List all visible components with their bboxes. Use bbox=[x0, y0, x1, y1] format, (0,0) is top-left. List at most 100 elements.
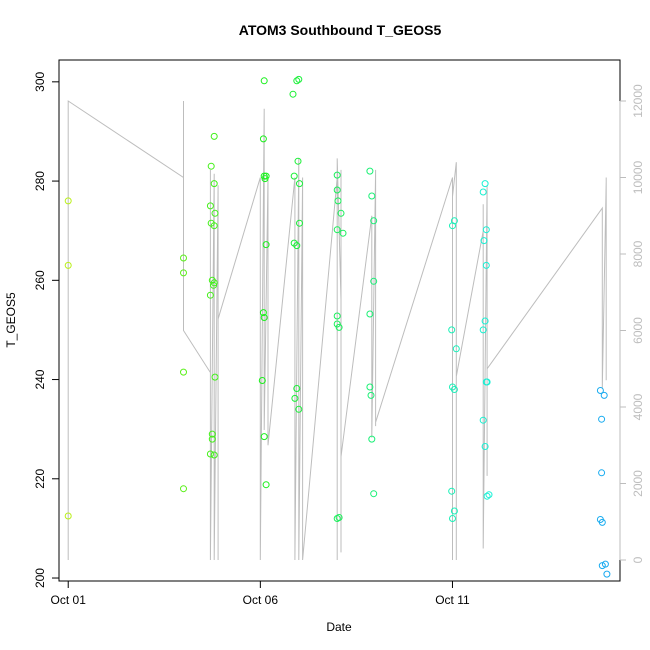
data-point bbox=[64, 512, 72, 520]
x-tick-label: Oct 06 bbox=[243, 593, 279, 607]
data-point bbox=[370, 217, 378, 225]
data-point bbox=[262, 481, 270, 489]
data-point bbox=[211, 373, 219, 381]
data-point bbox=[210, 279, 218, 287]
data-point bbox=[339, 229, 347, 237]
y-axis: 200 220 240 260 280 300 bbox=[33, 72, 60, 588]
chart-title: ATOM3 Southbound T_GEOS5 bbox=[239, 22, 442, 38]
data-point bbox=[333, 226, 341, 234]
data-point bbox=[290, 172, 298, 180]
data-point bbox=[293, 242, 301, 250]
data-point bbox=[450, 507, 458, 515]
data-point bbox=[335, 323, 343, 331]
data-point bbox=[295, 75, 303, 83]
data-point bbox=[333, 171, 341, 179]
data-point bbox=[293, 77, 301, 85]
data-point bbox=[485, 491, 493, 499]
data-points-layer bbox=[64, 75, 611, 578]
data-point bbox=[481, 317, 489, 325]
data-point bbox=[598, 415, 606, 423]
x-tick-label: Oct 11 bbox=[435, 593, 470, 607]
data-point bbox=[448, 326, 456, 334]
data-point bbox=[483, 492, 491, 500]
data-point bbox=[368, 192, 376, 200]
data-point bbox=[64, 261, 72, 269]
data-point bbox=[482, 261, 490, 269]
data-point bbox=[260, 433, 268, 441]
altitude-trace-line bbox=[67, 100, 607, 561]
data-point bbox=[333, 312, 341, 320]
data-point bbox=[210, 132, 218, 140]
data-point bbox=[260, 77, 268, 85]
y2-tick-label: 10000 bbox=[631, 160, 645, 194]
data-point bbox=[366, 167, 374, 175]
y2-tick-label: 12000 bbox=[631, 84, 645, 118]
data-point bbox=[206, 450, 214, 458]
data-point bbox=[296, 219, 303, 227]
data-point bbox=[333, 186, 341, 194]
y-tick-label: 300 bbox=[33, 72, 47, 92]
data-point bbox=[483, 378, 491, 386]
data-point bbox=[449, 515, 456, 522]
y2-tick-label: 6000 bbox=[631, 317, 645, 344]
data-point bbox=[452, 345, 460, 353]
data-point bbox=[481, 443, 489, 450]
data-point bbox=[262, 241, 270, 249]
data-point bbox=[64, 197, 72, 205]
data-point bbox=[295, 405, 303, 413]
data-point bbox=[208, 435, 216, 443]
y-tick-label: 280 bbox=[33, 171, 47, 191]
data-point bbox=[293, 385, 301, 392]
data-point bbox=[180, 269, 187, 277]
x-axis-label: Date bbox=[326, 620, 352, 634]
data-point bbox=[180, 485, 187, 493]
data-point bbox=[260, 314, 268, 321]
data-point bbox=[367, 391, 375, 399]
data-point bbox=[259, 135, 267, 143]
y-tick-label: 200 bbox=[33, 568, 47, 588]
y-tick-label: 260 bbox=[33, 270, 47, 290]
data-point bbox=[206, 202, 214, 210]
y-axis-label: T_GEOS5 bbox=[4, 292, 18, 348]
data-point bbox=[210, 451, 218, 459]
data-point bbox=[207, 162, 215, 170]
data-point bbox=[210, 222, 218, 230]
altitude-trace-layer bbox=[67, 100, 607, 561]
data-point bbox=[366, 310, 374, 318]
data-point bbox=[259, 309, 267, 317]
data-point bbox=[334, 197, 342, 205]
data-point bbox=[180, 368, 187, 376]
y-tick-label: 220 bbox=[33, 468, 47, 488]
x-tick-label: Oct 01 bbox=[51, 593, 87, 607]
data-point bbox=[294, 157, 302, 165]
data-point bbox=[482, 226, 490, 234]
data-point bbox=[180, 254, 187, 262]
data-point bbox=[296, 180, 303, 188]
data-point bbox=[291, 394, 299, 402]
data-point bbox=[206, 291, 214, 299]
data-point bbox=[258, 377, 266, 384]
y-tick-label: 240 bbox=[33, 369, 47, 389]
data-point bbox=[450, 217, 458, 225]
data-point bbox=[450, 386, 458, 393]
data-point bbox=[480, 237, 488, 245]
data-point bbox=[210, 180, 218, 188]
data-point bbox=[601, 560, 609, 568]
data-point bbox=[370, 277, 378, 285]
data-point bbox=[335, 514, 343, 521]
data-point bbox=[262, 172, 270, 180]
data-point bbox=[208, 430, 216, 438]
data-point bbox=[598, 518, 606, 526]
data-point bbox=[368, 435, 376, 443]
data-point bbox=[333, 320, 341, 328]
data-point bbox=[596, 387, 604, 394]
data-point bbox=[598, 469, 606, 477]
data-point bbox=[600, 391, 608, 399]
data-point bbox=[366, 383, 374, 391]
data-point bbox=[481, 180, 489, 188]
data-point bbox=[603, 570, 611, 578]
y2-tick-label: 4000 bbox=[631, 393, 645, 420]
data-point bbox=[479, 416, 487, 424]
data-point bbox=[479, 326, 487, 334]
data-point bbox=[337, 209, 345, 217]
